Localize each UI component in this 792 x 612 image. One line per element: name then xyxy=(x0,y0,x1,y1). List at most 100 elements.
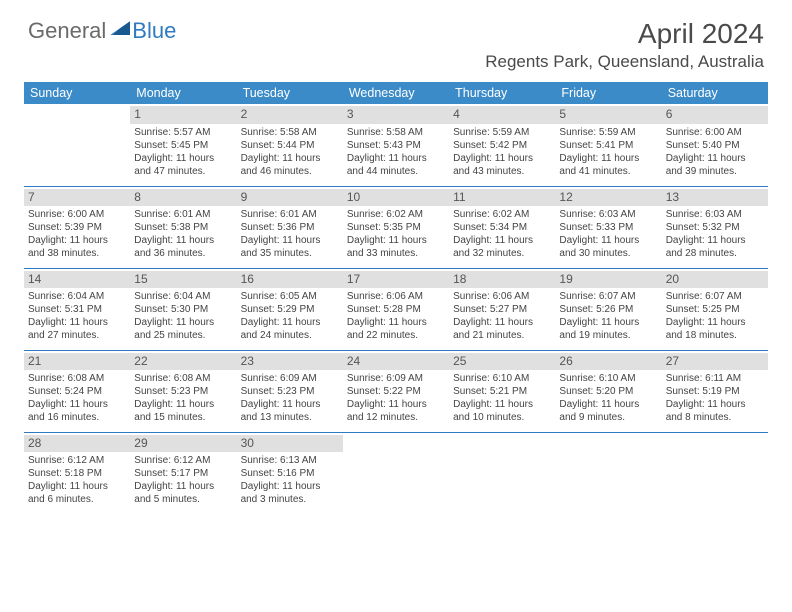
calendar-day-cell: 9Sunrise: 6:01 AMSunset: 5:36 PMDaylight… xyxy=(237,186,343,268)
calendar-day-cell: 24Sunrise: 6:09 AMSunset: 5:22 PMDayligh… xyxy=(343,350,449,432)
weekday-header: Thursday xyxy=(449,82,555,104)
daylight-text: Daylight: 11 hours and 22 minutes. xyxy=(347,316,445,342)
daylight-text: Daylight: 11 hours and 41 minutes. xyxy=(559,152,657,178)
day-number: 15 xyxy=(130,271,236,289)
sunset-text: Sunset: 5:45 PM xyxy=(134,139,232,152)
calendar-day-cell: 10Sunrise: 6:02 AMSunset: 5:35 PMDayligh… xyxy=(343,186,449,268)
sunrise-text: Sunrise: 6:11 AM xyxy=(666,372,764,385)
sunset-text: Sunset: 5:33 PM xyxy=(559,221,657,234)
sunrise-text: Sunrise: 6:03 AM xyxy=(666,208,764,221)
daylight-text: Daylight: 11 hours and 18 minutes. xyxy=(666,316,764,342)
daylight-text: Daylight: 11 hours and 46 minutes. xyxy=(241,152,339,178)
day-number: 1 xyxy=(130,106,236,124)
calendar-day-cell: 17Sunrise: 6:06 AMSunset: 5:28 PMDayligh… xyxy=(343,268,449,350)
calendar-day-cell: 28Sunrise: 6:12 AMSunset: 5:18 PMDayligh… xyxy=(24,432,130,514)
calendar-day-cell: 16Sunrise: 6:05 AMSunset: 5:29 PMDayligh… xyxy=(237,268,343,350)
weekday-header: Tuesday xyxy=(237,82,343,104)
daylight-text: Daylight: 11 hours and 13 minutes. xyxy=(241,398,339,424)
sunrise-text: Sunrise: 6:04 AM xyxy=(134,290,232,303)
sunset-text: Sunset: 5:41 PM xyxy=(559,139,657,152)
sunset-text: Sunset: 5:35 PM xyxy=(347,221,445,234)
logo: General Blue xyxy=(28,18,176,44)
daylight-text: Daylight: 11 hours and 32 minutes. xyxy=(453,234,551,260)
daylight-text: Daylight: 11 hours and 39 minutes. xyxy=(666,152,764,178)
logo-text-blue: Blue xyxy=(132,18,176,44)
sunset-text: Sunset: 5:38 PM xyxy=(134,221,232,234)
day-number: 17 xyxy=(343,271,449,289)
weekday-header: Saturday xyxy=(662,82,768,104)
weekday-header: Sunday xyxy=(24,82,130,104)
daylight-text: Daylight: 11 hours and 9 minutes. xyxy=(559,398,657,424)
calendar-day-cell xyxy=(343,432,449,514)
calendar-day-cell: 12Sunrise: 6:03 AMSunset: 5:33 PMDayligh… xyxy=(555,186,661,268)
daylight-text: Daylight: 11 hours and 19 minutes. xyxy=(559,316,657,342)
daylight-text: Daylight: 11 hours and 28 minutes. xyxy=(666,234,764,260)
day-number: 28 xyxy=(24,435,130,453)
sunrise-text: Sunrise: 6:05 AM xyxy=(241,290,339,303)
sunset-text: Sunset: 5:20 PM xyxy=(559,385,657,398)
calendar-day-cell: 2 Sunrise: 5:58 AMSunset: 5:44 PMDaylight… xyxy=(237,104,343,186)
calendar-day-cell: 4Sunrise: 5:59 AMSunset: 5:42 PMDaylight… xyxy=(449,104,555,186)
sunrise-text: Sunrise: 6:03 AM xyxy=(559,208,657,221)
sunset-text: Sunset: 5:23 PM xyxy=(241,385,339,398)
day-number: 19 xyxy=(555,271,661,289)
sunrise-text: Sunrise: 6:09 AM xyxy=(347,372,445,385)
calendar-week-row: 21Sunrise: 6:08 AMSunset: 5:24 PMDayligh… xyxy=(24,350,768,432)
daylight-text: Daylight: 11 hours and 3 minutes. xyxy=(241,480,339,506)
daylight-text: Daylight: 11 hours and 21 minutes. xyxy=(453,316,551,342)
calendar-week-row: 14Sunrise: 6:04 AMSunset: 5:31 PMDayligh… xyxy=(24,268,768,350)
day-number: 3 xyxy=(343,106,449,124)
sunrise-text: Sunrise: 5:58 AM xyxy=(347,126,445,139)
sunset-text: Sunset: 5:31 PM xyxy=(28,303,126,316)
sunset-text: Sunset: 5:40 PM xyxy=(666,139,764,152)
day-number: 8 xyxy=(130,189,236,207)
header: General Blue April 2024 Regents Park, Qu… xyxy=(0,0,792,76)
sunset-text: Sunset: 5:17 PM xyxy=(134,467,232,480)
sunrise-text: Sunrise: 5:58 AM xyxy=(241,126,339,139)
day-number: 16 xyxy=(237,271,343,289)
calendar-day-cell: 14Sunrise: 6:04 AMSunset: 5:31 PMDayligh… xyxy=(24,268,130,350)
calendar-day-cell: 22Sunrise: 6:08 AMSunset: 5:23 PMDayligh… xyxy=(130,350,236,432)
sunrise-text: Sunrise: 6:09 AM xyxy=(241,372,339,385)
day-number: 22 xyxy=(130,353,236,371)
daylight-text: Daylight: 11 hours and 25 minutes. xyxy=(134,316,232,342)
calendar-day-cell: 27Sunrise: 6:11 AMSunset: 5:19 PMDayligh… xyxy=(662,350,768,432)
sunrise-text: Sunrise: 6:06 AM xyxy=(347,290,445,303)
sunrise-text: Sunrise: 6:07 AM xyxy=(559,290,657,303)
day-number: 12 xyxy=(555,189,661,207)
calendar-day-cell: 20Sunrise: 6:07 AMSunset: 5:25 PMDayligh… xyxy=(662,268,768,350)
day-number: 20 xyxy=(662,271,768,289)
sunrise-text: Sunrise: 6:12 AM xyxy=(28,454,126,467)
calendar-day-cell: 6Sunrise: 6:00 AMSunset: 5:40 PMDaylight… xyxy=(662,104,768,186)
day-number: 24 xyxy=(343,353,449,371)
calendar-day-cell: 19Sunrise: 6:07 AMSunset: 5:26 PMDayligh… xyxy=(555,268,661,350)
sunrise-text: Sunrise: 6:02 AM xyxy=(453,208,551,221)
daylight-text: Daylight: 11 hours and 43 minutes. xyxy=(453,152,551,178)
sunset-text: Sunset: 5:36 PM xyxy=(241,221,339,234)
calendar-day-cell xyxy=(24,104,130,186)
sunrise-text: Sunrise: 6:01 AM xyxy=(241,208,339,221)
day-number: 21 xyxy=(24,353,130,371)
weekday-header: Wednesday xyxy=(343,82,449,104)
daylight-text: Daylight: 11 hours and 44 minutes. xyxy=(347,152,445,178)
sunset-text: Sunset: 5:23 PM xyxy=(134,385,232,398)
daylight-text: Daylight: 11 hours and 10 minutes. xyxy=(453,398,551,424)
sunset-text: Sunset: 5:19 PM xyxy=(666,385,764,398)
sunset-text: Sunset: 5:18 PM xyxy=(28,467,126,480)
sunset-text: Sunset: 5:44 PM xyxy=(241,139,339,152)
day-number: 2 xyxy=(237,106,343,124)
day-number: 7 xyxy=(24,189,130,207)
logo-text-general: General xyxy=(28,18,106,44)
day-number: 23 xyxy=(237,353,343,371)
calendar-day-cell: 21Sunrise: 6:08 AMSunset: 5:24 PMDayligh… xyxy=(24,350,130,432)
daylight-text: Daylight: 11 hours and 27 minutes. xyxy=(28,316,126,342)
calendar-table: Sunday Monday Tuesday Wednesday Thursday… xyxy=(24,82,768,514)
sunset-text: Sunset: 5:42 PM xyxy=(453,139,551,152)
calendar-day-cell: 8Sunrise: 6:01 AMSunset: 5:38 PMDaylight… xyxy=(130,186,236,268)
sunrise-text: Sunrise: 6:10 AM xyxy=(559,372,657,385)
daylight-text: Daylight: 11 hours and 5 minutes. xyxy=(134,480,232,506)
location: Regents Park, Queensland, Australia xyxy=(485,52,764,72)
day-number: 27 xyxy=(662,353,768,371)
sunrise-text: Sunrise: 6:06 AM xyxy=(453,290,551,303)
daylight-text: Daylight: 11 hours and 24 minutes. xyxy=(241,316,339,342)
